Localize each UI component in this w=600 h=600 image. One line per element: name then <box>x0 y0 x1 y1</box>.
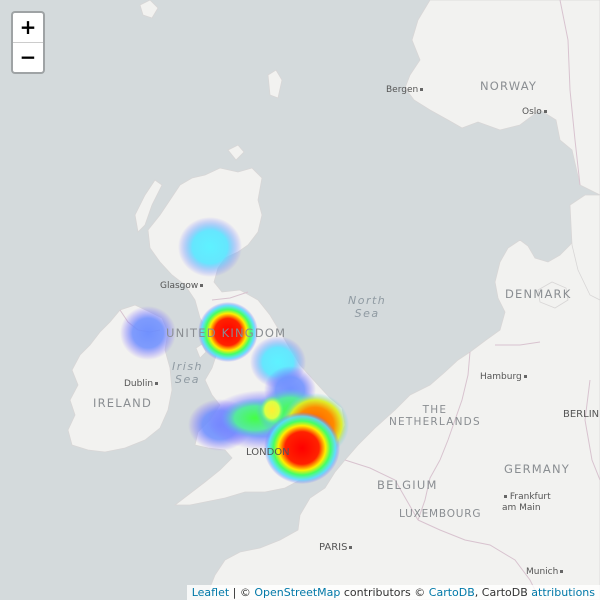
zealand-island <box>537 281 569 309</box>
attribution-cartodb-text: , CartoDB <box>474 586 532 599</box>
label-bergen-text: Bergen <box>386 85 419 95</box>
label-denmark: DENMARK <box>505 287 572 301</box>
zoom-out-button[interactable]: − <box>13 42 43 72</box>
label-hamburg-text: Hamburg <box>480 372 522 382</box>
city-dot <box>420 88 424 91</box>
attribution-bar: Leaflet | © OpenStreetMap contributors ©… <box>186 585 600 600</box>
norway-sweden-border <box>559 0 581 186</box>
label-munich-text: Munich <box>526 567 559 577</box>
continental-europe-landmass <box>204 231 600 600</box>
label-berlin: BERLIN <box>563 409 600 420</box>
label-dublin: Dublin <box>124 379 159 389</box>
zoom-control: + − <box>11 11 45 74</box>
label-munich: Munich <box>526 567 564 577</box>
label-belgium: BELGIUM <box>377 478 438 492</box>
label-glasgow-text: Glasgow <box>160 281 199 291</box>
germany-belgium-border <box>417 459 441 521</box>
heat-blob-london <box>264 412 340 484</box>
label-oslo: Oslo <box>522 107 547 117</box>
heat-blob-cumbria <box>198 302 258 362</box>
sweden-south <box>569 194 600 301</box>
city-dot <box>543 110 547 113</box>
heat-blob-highlands <box>178 217 242 277</box>
attributions-link[interactable]: attributions <box>531 586 595 599</box>
faroe-islands <box>139 0 159 19</box>
shetland-islands <box>267 69 283 99</box>
label-north-sea-line1: North <box>348 294 387 307</box>
label-north-sea: North Sea <box>348 294 386 320</box>
label-uk-word1: UNITED <box>166 326 217 340</box>
label-oslo-text: Oslo <box>522 107 542 117</box>
city-dot <box>523 375 527 378</box>
label-paris-text: PARIS <box>319 542 348 553</box>
city-dot <box>504 495 507 498</box>
city-dot <box>560 570 564 573</box>
belgium-france-border <box>344 459 419 521</box>
hebrides-islands <box>134 179 163 233</box>
label-london: LONDON <box>246 447 290 458</box>
norway-landmass <box>404 0 600 196</box>
label-glasgow: Glasgow <box>160 281 204 291</box>
attribution-separator: | © <box>229 586 255 599</box>
label-uk-word2: KINGDOM <box>221 326 287 340</box>
heat-blob-yellow-core <box>260 396 284 424</box>
scotland-england-border <box>211 291 249 301</box>
label-dublin-text: Dublin <box>124 379 154 389</box>
openstreetmap-link[interactable]: OpenStreetMap <box>254 586 341 599</box>
label-netherlands-line1: THE <box>422 404 448 416</box>
france-germany-border <box>417 519 541 600</box>
label-frankfurt-line2: am Main <box>502 503 541 513</box>
label-north-sea-line2: Sea <box>354 307 380 320</box>
attribution-contributors: contributors © <box>340 586 429 599</box>
label-frankfurt-text: Frankfurt <box>509 492 551 502</box>
label-luxembourg: LUXEMBOURG <box>399 508 482 520</box>
label-hamburg: Hamburg <box>480 372 527 382</box>
label-norway: NORWAY <box>480 79 538 93</box>
city-dot <box>349 545 353 549</box>
city-dot <box>155 382 159 385</box>
label-germany: GERMANY <box>504 462 570 476</box>
orkney-islands <box>227 144 245 161</box>
label-netherlands: THE NETHERLANDS <box>389 404 481 428</box>
label-irish-sea: Irish Sea <box>172 360 203 386</box>
label-frankfurt-line1: Frankfurt <box>502 492 551 503</box>
label-united-kingdom: UNITED KINGDOM <box>166 326 286 340</box>
leaflet-link[interactable]: Leaflet <box>191 586 230 599</box>
label-irish-sea-line2: Sea <box>175 373 201 386</box>
cartodb-link[interactable]: CartoDB <box>428 586 475 599</box>
netherlands-germany-border <box>439 351 471 461</box>
label-bergen: Bergen <box>386 85 424 95</box>
label-paris: PARIS <box>319 542 353 553</box>
germany-denmark-border <box>495 341 541 346</box>
label-ireland: IRELAND <box>93 396 153 410</box>
germany-poland-border <box>584 379 600 481</box>
label-irish-sea-line1: Irish <box>172 360 204 373</box>
label-netherlands-line2: NETHERLANDS <box>389 416 481 428</box>
label-frankfurt: Frankfurt am Main <box>502 492 551 514</box>
heat-blob-northern-ireland <box>120 306 176 360</box>
city-dot <box>200 284 204 287</box>
zoom-in-button[interactable]: + <box>19 15 37 39</box>
